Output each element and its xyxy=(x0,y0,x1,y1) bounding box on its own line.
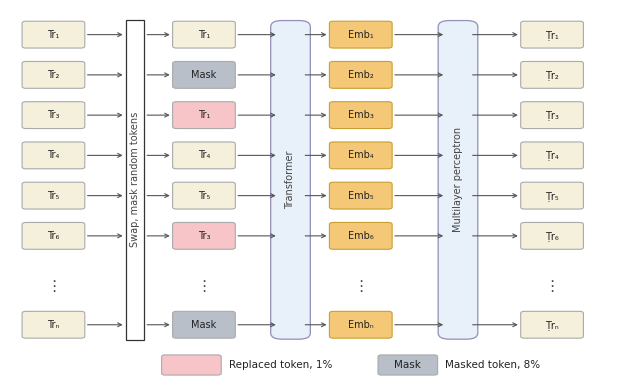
FancyBboxPatch shape xyxy=(521,62,584,88)
Text: Mask: Mask xyxy=(394,360,421,370)
Text: Tr₄: Tr₄ xyxy=(47,151,60,160)
Text: Mask: Mask xyxy=(191,70,216,80)
Text: Emb₂: Emb₂ xyxy=(348,70,374,80)
FancyBboxPatch shape xyxy=(330,182,392,209)
Text: Masked token, 8%: Masked token, 8% xyxy=(445,360,540,370)
Text: Tr₅: Tr₅ xyxy=(47,191,60,200)
Bar xyxy=(125,20,145,340)
Text: Tr₆: Tr₆ xyxy=(47,231,60,241)
FancyBboxPatch shape xyxy=(330,222,392,249)
FancyBboxPatch shape xyxy=(22,21,85,48)
Text: ⋮: ⋮ xyxy=(353,279,369,294)
Text: Tr₁: Tr₁ xyxy=(47,30,60,40)
Text: ⋮: ⋮ xyxy=(545,279,560,294)
Text: Mask: Mask xyxy=(191,320,216,330)
Text: Emb₄: Emb₄ xyxy=(348,151,374,160)
Text: Ṭr₆: Ṭr₆ xyxy=(545,231,559,241)
Text: Embₙ: Embₙ xyxy=(348,320,374,330)
Text: Replaced token, 1%: Replaced token, 1% xyxy=(228,360,332,370)
Text: Tr₁: Tr₁ xyxy=(198,30,210,40)
FancyBboxPatch shape xyxy=(22,142,85,169)
Text: Emb₆: Emb₆ xyxy=(348,231,374,241)
FancyBboxPatch shape xyxy=(521,142,584,169)
Text: Swap, mask random tokens: Swap, mask random tokens xyxy=(130,112,140,247)
Text: Tr₂: Tr₂ xyxy=(47,70,60,80)
Text: Tr₃: Tr₃ xyxy=(198,231,210,241)
Text: Ṭrₙ: Ṭrₙ xyxy=(545,320,559,330)
FancyBboxPatch shape xyxy=(22,311,85,338)
FancyBboxPatch shape xyxy=(521,222,584,249)
FancyBboxPatch shape xyxy=(162,355,221,375)
FancyBboxPatch shape xyxy=(173,311,236,338)
Text: ⋮: ⋮ xyxy=(196,279,212,294)
FancyBboxPatch shape xyxy=(173,21,236,48)
FancyBboxPatch shape xyxy=(22,102,85,129)
FancyBboxPatch shape xyxy=(173,62,236,88)
FancyBboxPatch shape xyxy=(330,142,392,169)
FancyBboxPatch shape xyxy=(330,62,392,88)
FancyBboxPatch shape xyxy=(330,311,392,338)
Text: Ṭr₂: Ṭr₂ xyxy=(545,70,559,80)
FancyBboxPatch shape xyxy=(521,182,584,209)
Text: Ṭr₃: Ṭr₃ xyxy=(545,110,559,120)
FancyBboxPatch shape xyxy=(521,21,584,48)
FancyBboxPatch shape xyxy=(378,355,438,375)
FancyBboxPatch shape xyxy=(330,21,392,48)
Text: Emb₁: Emb₁ xyxy=(348,30,374,40)
FancyBboxPatch shape xyxy=(521,102,584,129)
Text: ⋮: ⋮ xyxy=(46,279,61,294)
FancyBboxPatch shape xyxy=(173,102,236,129)
FancyBboxPatch shape xyxy=(173,142,236,169)
Text: Transformer: Transformer xyxy=(285,151,296,209)
FancyBboxPatch shape xyxy=(173,182,236,209)
FancyBboxPatch shape xyxy=(521,311,584,338)
FancyBboxPatch shape xyxy=(438,21,478,339)
FancyBboxPatch shape xyxy=(22,62,85,88)
Text: Tr₅: Tr₅ xyxy=(198,191,210,200)
FancyBboxPatch shape xyxy=(271,21,310,339)
Text: Ṭr₄: Ṭr₄ xyxy=(545,151,559,160)
Text: Tr₁: Tr₁ xyxy=(198,110,210,120)
FancyBboxPatch shape xyxy=(330,102,392,129)
FancyBboxPatch shape xyxy=(22,182,85,209)
Text: Tr₃: Tr₃ xyxy=(47,110,60,120)
FancyBboxPatch shape xyxy=(22,222,85,249)
Text: Ṭr₅: Ṭr₅ xyxy=(545,191,559,200)
Text: Trₙ: Trₙ xyxy=(47,320,60,330)
Text: Emb₃: Emb₃ xyxy=(348,110,374,120)
Text: Tr₄: Tr₄ xyxy=(198,151,210,160)
Text: Ṭr₁: Ṭr₁ xyxy=(545,30,559,40)
FancyBboxPatch shape xyxy=(173,222,236,249)
Text: Emb₅: Emb₅ xyxy=(348,191,374,200)
Text: Multilayer perceptron: Multilayer perceptron xyxy=(453,127,463,232)
